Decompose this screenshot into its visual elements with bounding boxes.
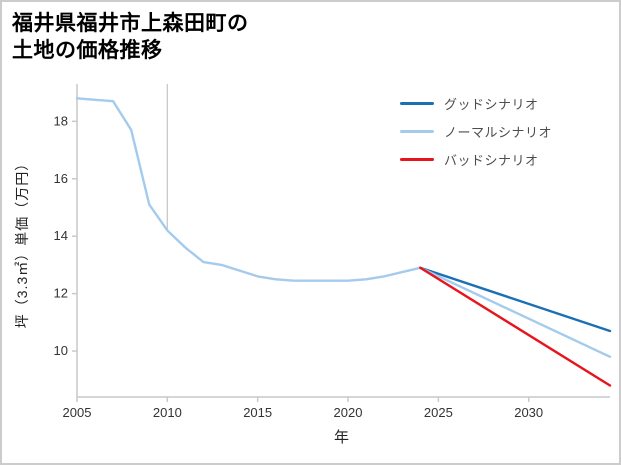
x-tick-label: 2015 <box>243 405 272 420</box>
legend-label-normal-scenario: ノーマルシナリオ <box>444 124 553 140</box>
y-tick-label: 18 <box>54 113 68 128</box>
series-ノーマルシナリオ <box>419 266 612 358</box>
legend-item-good-scenario: グッドシナリオ <box>400 94 552 112</box>
chart-title-line2: 土地の価格推移 <box>12 39 163 62</box>
y-axis-label: 坪（3.3㎡）単価（万円） <box>14 155 30 329</box>
legend-item-bad-scenario: バッドシナリオ <box>400 150 552 168</box>
legend-label-good-scenario: グッドシナリオ <box>444 96 539 112</box>
y-tick-label: 10 <box>54 343 68 358</box>
chart-title-line1: 福井県福井市上森田町の <box>12 12 249 35</box>
x-tick-label: 2005 <box>63 405 92 420</box>
x-tick-label: 2010 <box>153 405 182 420</box>
series-グッドシナリオ <box>419 266 612 333</box>
x-tick-label: 2020 <box>334 405 363 420</box>
y-tick-label: 16 <box>54 171 68 186</box>
x-tick-label: 2025 <box>424 405 453 420</box>
y-tick-label: 12 <box>54 286 68 301</box>
legend-line-normal-scenario <box>400 129 434 133</box>
y-tick-label: 14 <box>54 228 68 243</box>
legend-line-bad-scenario <box>400 157 434 161</box>
legend: グッドシナリオ ノーマルシナリオ バッドシナリオ <box>400 94 552 168</box>
series-price-history <box>75 97 422 282</box>
x-axis-label: 年 <box>333 429 349 446</box>
legend-label-bad-scenario: バッドシナリオ <box>444 152 539 168</box>
chart-title: 福井県福井市上森田町の 土地の価格推移 <box>12 10 249 64</box>
legend-line-good-scenario <box>400 101 434 105</box>
legend-item-normal-scenario: ノーマルシナリオ <box>400 122 552 140</box>
series-バッドシナリオ <box>419 266 612 387</box>
x-tick-label: 2030 <box>514 405 543 420</box>
